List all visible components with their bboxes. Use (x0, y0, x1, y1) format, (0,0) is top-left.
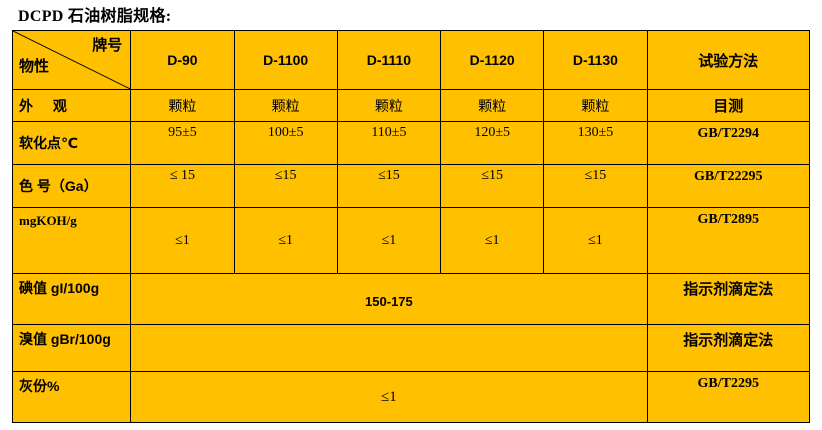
cell-ash-method: GB/T2295 (646, 371, 811, 423)
row-label-appearance: 外 观 (11, 89, 132, 122)
cell-bromine-merged-value (130, 324, 648, 372)
cell-ash-merged-value: ≤1 (130, 371, 648, 423)
diagonal-divider-icon (13, 31, 130, 89)
cell-color-method: GB/T22295 (646, 164, 811, 208)
cell-softening-grade-2: 100±5 (233, 121, 338, 165)
column-header-method: 试验方法 (646, 30, 811, 90)
column-header-grade-4: D-1120 (440, 30, 545, 90)
cell-appearance-grade-3: 颗粒 (336, 89, 442, 122)
table-header-row: 牌号 物性 D-90 D-1100 D-1110 D-1120 D-1130 试… (11, 30, 811, 90)
row-label-bromine-value: 溴值 gBr/100g (11, 324, 132, 372)
cell-appearance-grade-5: 颗粒 (543, 89, 648, 122)
cell-softening-grade-1: 95±5 (130, 121, 235, 165)
table-row-color-number: 色 号（Ga） ≤ 15 ≤15 ≤15 ≤15 ≤15 GB/T22295 (11, 164, 811, 208)
cell-softening-grade-5: 130±5 (543, 121, 648, 165)
cell-bromine-method: 指示剂滴定法 (646, 324, 811, 372)
table-row-acid-value: mgKOH/g ≤1 ≤1 ≤1 ≤1 ≤1 GB/T2895 (11, 207, 811, 274)
cell-color-grade-1: ≤ 15 (130, 164, 235, 208)
cell-color-grade-3: ≤15 (336, 164, 442, 208)
cell-acid-grade-1: ≤1 (130, 207, 235, 274)
table-row-appearance: 外 观 颗粒 颗粒 颗粒 颗粒 颗粒 目测 (11, 89, 811, 122)
cell-softening-method: GB/T2294 (646, 121, 811, 165)
cell-softening-grade-3: 110±5 (336, 121, 442, 165)
cell-acid-grade-4: ≤1 (440, 207, 545, 274)
corner-grade-label: 牌号 (92, 37, 123, 54)
cell-color-grade-4: ≤15 (440, 164, 545, 208)
table-row-softening-point: 软化点℃ 95±5 100±5 110±5 120±5 130±5 GB/T22… (11, 121, 811, 165)
row-label-acid-value: mgKOH/g (11, 207, 132, 274)
row-label-iodine-value: 碘值 gI/100g (11, 273, 132, 325)
cell-acid-grade-5: ≤1 (543, 207, 648, 274)
table-row-bromine-value: 溴值 gBr/100g 指示剂滴定法 (11, 324, 811, 372)
cell-acid-grade-2: ≤1 (233, 207, 338, 274)
specification-table: 牌号 物性 D-90 D-1100 D-1110 D-1120 D-1130 试… (11, 30, 811, 423)
column-header-grade-5: D-1130 (543, 30, 648, 90)
page-title: DCPD 石油树脂规格: (18, 8, 172, 25)
cell-acid-method: GB/T2895 (646, 207, 811, 274)
corner-property-label: 物性 (19, 58, 50, 75)
cell-appearance-grade-2: 颗粒 (233, 89, 338, 122)
cell-appearance-grade-1: 颗粒 (130, 89, 235, 122)
row-label-ash-content: 灰份% (11, 371, 132, 423)
corner-header-cell: 牌号 物性 (11, 30, 132, 90)
cell-color-grade-2: ≤15 (233, 164, 338, 208)
cell-softening-grade-4: 120±5 (440, 121, 545, 165)
cell-acid-grade-3: ≤1 (336, 207, 442, 274)
row-label-color-number: 色 号（Ga） (11, 164, 132, 208)
table-row-iodine-value: 碘值 gI/100g 150-175 指示剂滴定法 (11, 273, 811, 325)
cell-iodine-method: 指示剂滴定法 (646, 273, 811, 325)
row-label-softening-point: 软化点℃ (11, 121, 132, 165)
column-header-grade-1: D-90 (130, 30, 235, 90)
cell-appearance-grade-4: 颗粒 (440, 89, 545, 122)
cell-iodine-merged-value: 150-175 (130, 273, 648, 325)
cell-appearance-method: 目测 (646, 89, 811, 122)
table-row-ash-content: 灰份% ≤1 GB/T2295 (11, 371, 811, 423)
column-header-grade-2: D-1100 (233, 30, 338, 90)
cell-color-grade-5: ≤15 (543, 164, 648, 208)
column-header-grade-3: D-1110 (336, 30, 442, 90)
